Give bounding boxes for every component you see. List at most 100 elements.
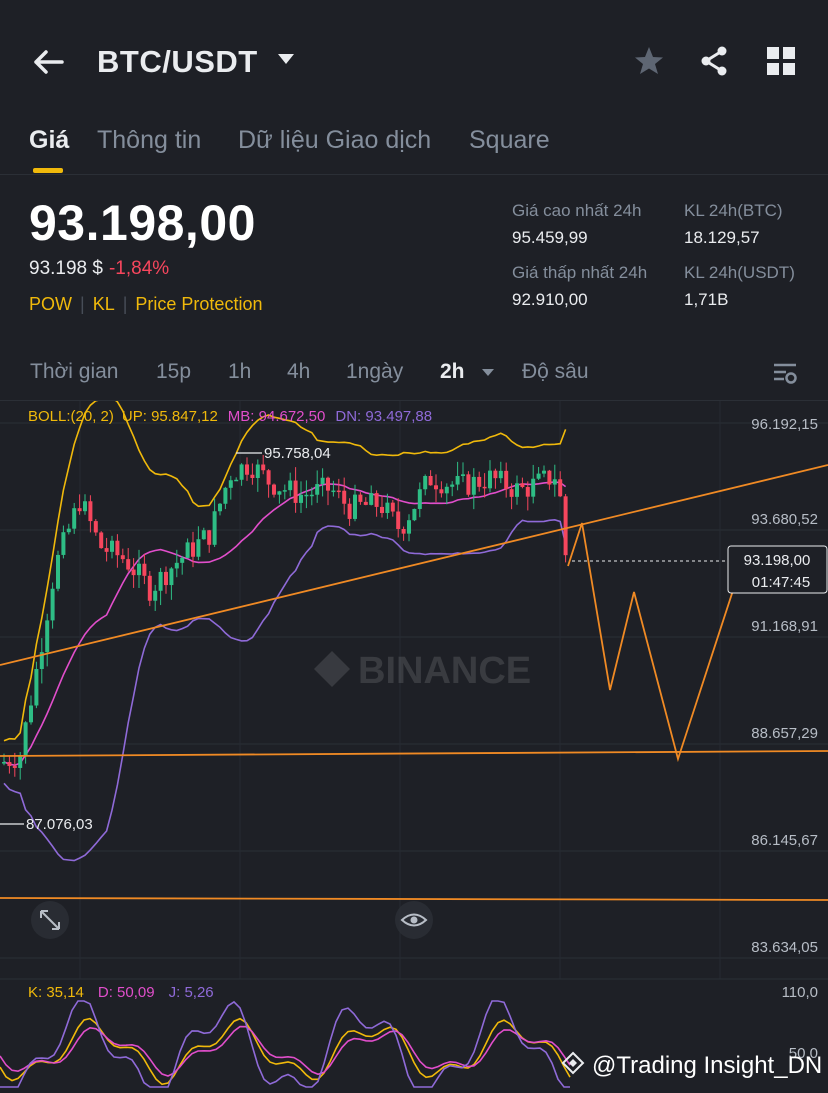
- low-annotation: 87.076,03: [26, 816, 93, 833]
- candle-body: [504, 470, 509, 490]
- low-24h-label: Giá thấp nhất 24h: [512, 263, 648, 282]
- star-icon[interactable]: [632, 44, 666, 78]
- candle-body: [396, 511, 401, 529]
- candle-body: [536, 473, 541, 479]
- candle-body: [164, 571, 168, 586]
- last-price: 93.198,00: [29, 195, 256, 251]
- tag-kl[interactable]: KL: [92, 294, 115, 314]
- candle-body: [18, 756, 23, 768]
- tag-pow[interactable]: POW: [29, 294, 72, 314]
- candle-body: [7, 762, 12, 767]
- candle-body: [137, 563, 141, 576]
- eye-icon[interactable]: [395, 901, 433, 939]
- support-line-lower: [0, 897, 828, 901]
- candle-body: [461, 474, 465, 476]
- tf-time[interactable]: Thời gian: [30, 360, 119, 383]
- candle-body: [434, 485, 438, 490]
- candle-body: [466, 474, 471, 495]
- candle-body: [558, 479, 563, 497]
- tf-2h[interactable]: 2h: [440, 360, 465, 383]
- chart-area[interactable]: BINANCE 96.192,15 93.680,52 91.168,91 88.65…: [0, 396, 828, 1088]
- kdj-j-line: [0, 1000, 570, 1088]
- candle-body: [207, 530, 212, 545]
- candle-body: [488, 470, 492, 489]
- low-24h-value: 92.910,00: [512, 290, 588, 309]
- tag-price-protection[interactable]: Price Protection: [135, 294, 263, 314]
- high-annotation: 95.758,04: [264, 445, 331, 462]
- grid-icon[interactable]: [764, 44, 798, 78]
- tf-4h[interactable]: 4h: [287, 360, 311, 383]
- trading-pair-title[interactable]: BTC/USDT: [97, 44, 258, 79]
- candle-body: [110, 540, 114, 552]
- candle-body: [218, 503, 222, 512]
- candle-body: [266, 470, 271, 485]
- vol-usdt-value: 1,71B: [684, 290, 729, 309]
- candle-body: [309, 494, 314, 497]
- candle-body: [83, 501, 87, 512]
- caret-down-icon[interactable]: [278, 54, 294, 64]
- support-line-upper: [0, 750, 828, 757]
- candle-body: [353, 494, 357, 519]
- binance-watermark: BINANCE: [314, 650, 531, 692]
- tab-info[interactable]: Thông tin: [97, 126, 202, 154]
- current-price-label: 93.198,00: [744, 552, 811, 569]
- candle-body: [542, 470, 546, 474]
- tf-depth[interactable]: Độ sâu: [522, 360, 589, 383]
- candle-body: [320, 477, 325, 485]
- active-tab-indicator: [33, 168, 63, 173]
- candle-body: [126, 559, 131, 570]
- candle-body: [23, 722, 28, 757]
- candle-body: [326, 477, 330, 491]
- tab-square[interactable]: Square: [469, 126, 550, 154]
- candle-body: [131, 569, 136, 576]
- candle-body: [61, 532, 66, 555]
- candle-body: [304, 494, 309, 497]
- credit-text: @Trading Insight_DN: [592, 1052, 822, 1079]
- candle-body: [331, 490, 336, 493]
- chart-settings-icon[interactable]: [772, 360, 798, 386]
- candle-body: [336, 490, 341, 493]
- candle-body: [255, 464, 260, 479]
- boll-middle-band: [3, 481, 567, 767]
- boll-params: BOLL:(20, 2): [28, 408, 114, 425]
- kdj-label: K: 35,14 D: 50,09 J: 5,26: [28, 984, 214, 1001]
- candle-body: [66, 528, 71, 533]
- kdj-k-line: [0, 1017, 571, 1086]
- tab-trading-data[interactable]: Dữ liệu Giao dịch: [238, 126, 432, 154]
- candle-body: [439, 489, 444, 494]
- tf-15p[interactable]: 15p: [156, 360, 192, 383]
- tab-price[interactable]: Giá: [29, 126, 70, 154]
- candle-body: [2, 762, 6, 764]
- price-change: -1,84%: [108, 258, 170, 279]
- candle-body: [77, 508, 82, 512]
- candle-body: [288, 480, 293, 491]
- candle-body: [455, 475, 460, 485]
- credit-watermark: @Trading Insight_DN: [561, 1051, 822, 1079]
- candle-body: [99, 532, 104, 549]
- candle-body: [520, 483, 525, 487]
- candle-body: [428, 475, 433, 486]
- candle-body: [223, 487, 228, 504]
- tf-dropdown-icon[interactable]: [482, 369, 494, 376]
- vol-usdt-label: KL 24h(USDT): [684, 263, 795, 282]
- high-24h-value: 95.459,99: [512, 228, 588, 247]
- share-icon[interactable]: [697, 44, 731, 78]
- candle-body: [56, 554, 60, 589]
- ascending-trendline: [0, 464, 828, 666]
- watermark-text: BINANCE: [358, 650, 531, 692]
- y-tick-label: 83.634,05: [751, 939, 818, 956]
- kdj-top-tick: 110,0: [782, 984, 818, 1001]
- back-arrow-icon[interactable]: [30, 44, 66, 80]
- candle-body: [277, 491, 282, 495]
- expand-icon[interactable]: [31, 901, 69, 939]
- candle-body: [293, 480, 298, 503]
- candle-body: [450, 484, 455, 487]
- candle-body: [50, 588, 55, 621]
- usd-price: 93.198 $: [29, 258, 103, 279]
- candlestick-chart[interactable]: BINANCE 96.192,15 93.680,52 91.168,91 88.65…: [0, 396, 828, 1088]
- candle-body: [245, 464, 249, 475]
- tf-1h[interactable]: 1h: [228, 360, 252, 383]
- tf-1day[interactable]: 1ngày: [346, 360, 404, 383]
- candle-body: [115, 540, 120, 556]
- candle-body: [234, 479, 239, 482]
